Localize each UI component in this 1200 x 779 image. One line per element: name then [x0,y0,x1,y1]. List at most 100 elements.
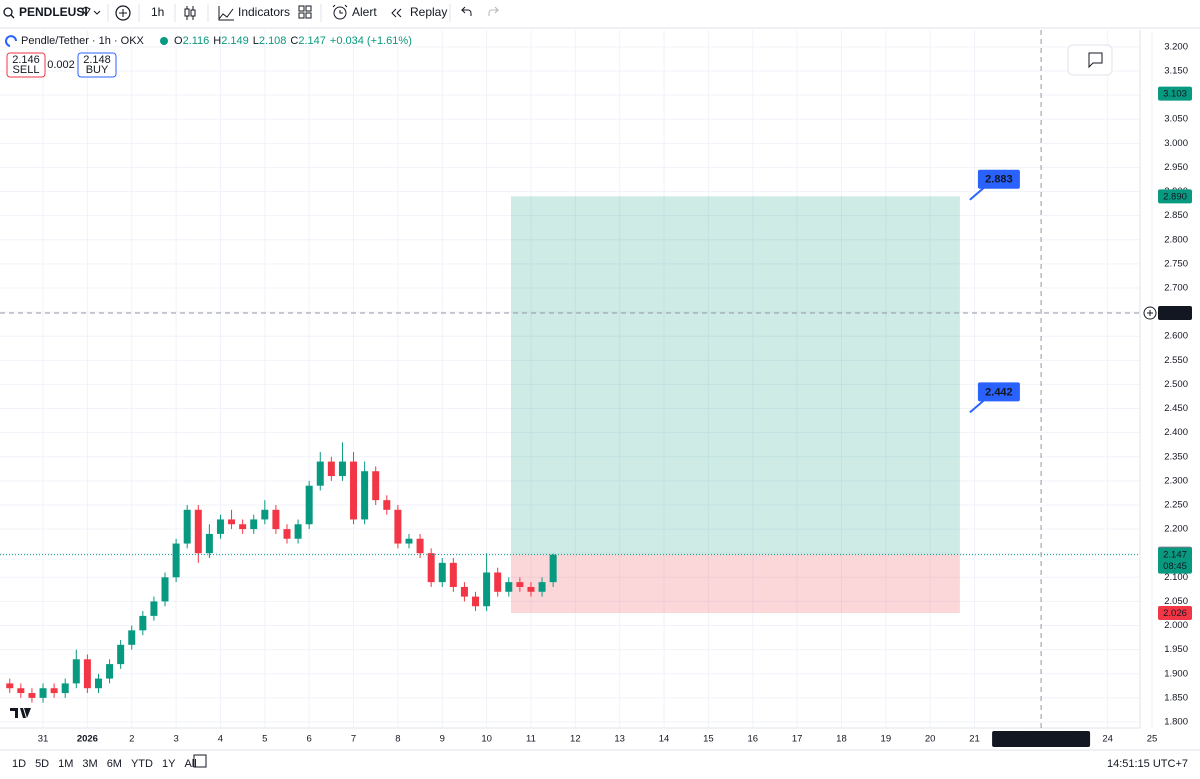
symbol-logo [5,35,17,47]
replay-icon[interactable] [391,8,402,18]
candle-body [405,538,413,544]
top-toolbar: PENDLEUSI 1h Indicators Alert Replay [0,4,1200,29]
candle-body [17,688,25,694]
candle-body [128,630,136,645]
candle-body [527,586,535,592]
ohlc-value: 2.149 [221,35,249,47]
range-button[interactable]: 1Y [162,758,176,770]
y-tick-label: 2.750 [1164,258,1188,269]
crosshair-price-tag [1158,306,1192,321]
candle-body [294,524,302,539]
candle-body [150,601,158,616]
add-icon[interactable] [115,5,131,21]
alert-icon[interactable] [333,6,347,20]
undo-icon[interactable] [460,6,472,16]
y-tick-label: 2.850 [1164,210,1188,221]
candle-body [361,471,369,520]
y-tick-label: 2.500 [1164,379,1188,390]
diamond-icon[interactable] [81,6,91,16]
countdown: 08:45 [1163,561,1187,572]
range-button[interactable]: 5D [35,758,49,770]
y-tick-label: 2.000 [1164,620,1188,631]
redo-icon[interactable] [488,6,500,16]
candle-body [228,519,236,525]
x-tick-label: 20 [925,734,936,745]
range-button[interactable]: 3M [82,758,97,770]
ohlc-value: 2.116 [183,35,210,47]
candle-body [239,524,247,530]
plot-area [0,30,1153,728]
x-tick-label: 4 [218,734,223,745]
candle-body [50,688,58,694]
sell-button[interactable] [6,52,46,78]
y-tick-label: 2.950 [1164,162,1188,173]
callout-box [977,169,1020,189]
y-tick-label: 2.200 [1164,524,1188,535]
search-icon-handle [10,14,15,19]
y-tick-label: 2.400 [1164,427,1188,438]
ohlc-value: 2.147 [298,35,326,47]
legend-ohlc: O2.116 H2.149 L2.108 C2.147 +0.034 (+1.61%) [174,35,412,47]
x-tick-label: 5 [262,734,267,745]
y-tick-label: 2.100 [1164,572,1188,583]
range-button[interactable]: 1M [58,758,73,770]
callout-pointer [969,186,985,201]
candle-body [350,461,358,520]
candle-body [316,461,324,486]
ohlc-key: O [174,35,183,47]
range-button[interactable]: All [184,758,196,770]
x-tick-label: 2 [129,734,134,745]
x-tick-label: 24 [1102,734,1113,745]
candle-body [28,693,36,698]
x-tick-label: 7 [351,734,356,745]
search-icon[interactable] [3,7,13,17]
price-tag [1158,86,1192,101]
y-tick-label: 3.050 [1164,114,1188,125]
candle-body [183,509,191,544]
sell-price: 2.146 [12,54,40,66]
candle-body [372,471,380,501]
alert-button[interactable]: Alert [352,5,377,19]
x-tick-label: 18 [836,734,847,745]
crosshair-time-tag [992,731,1091,747]
y-tick-label: 3.000 [1164,138,1188,149]
candle-body [172,543,180,578]
date-range-icon[interactable] [193,754,207,768]
clock[interactable]: 14:51:15 UTC+7 [1107,758,1188,770]
replay-button[interactable]: Replay [410,5,447,19]
candle-body [394,509,402,544]
comment-icon [1088,52,1103,69]
y-tick-label: 1.900 [1164,668,1188,679]
range-button[interactable]: 1D [12,758,26,770]
symbol[interactable]: PENDLEUSI [19,5,88,19]
y-tick-label: 2.700 [1164,282,1188,293]
buy-button[interactable] [77,52,117,78]
indicators-icon[interactable] [218,6,234,21]
range-button[interactable]: YTD [131,758,153,770]
range-button[interactable]: 6M [107,758,122,770]
crosshair-price: 2.648 [1163,308,1187,319]
layouts-icon[interactable] [298,5,312,19]
candle-body [549,554,557,583]
profit-zone [511,196,960,555]
interval[interactable]: 1h [151,5,164,19]
indicators-button[interactable]: Indicators [238,5,290,19]
candle-body [272,509,280,530]
callout-label: 2.442 [985,386,1013,398]
buy-price: 2.148 [83,54,111,66]
candle-body [305,485,313,525]
candle-body [416,538,424,554]
sell-label: SELL [13,64,40,76]
dropdown-icon[interactable] [93,10,101,15]
crosshair-time: Thu 22 Jan '26 12:00 [997,734,1086,745]
object-tree-button[interactable] [1067,44,1113,76]
price-tag-label: 2.890 [1163,191,1187,202]
candle-body [538,582,546,592]
candle-body [261,509,269,520]
price-tag-label: 2.026 [1163,608,1187,619]
x-tick-label: 12 [570,734,581,745]
add-alert-plus [1147,310,1153,317]
candle-body [83,659,91,689]
candle-body [338,461,346,477]
